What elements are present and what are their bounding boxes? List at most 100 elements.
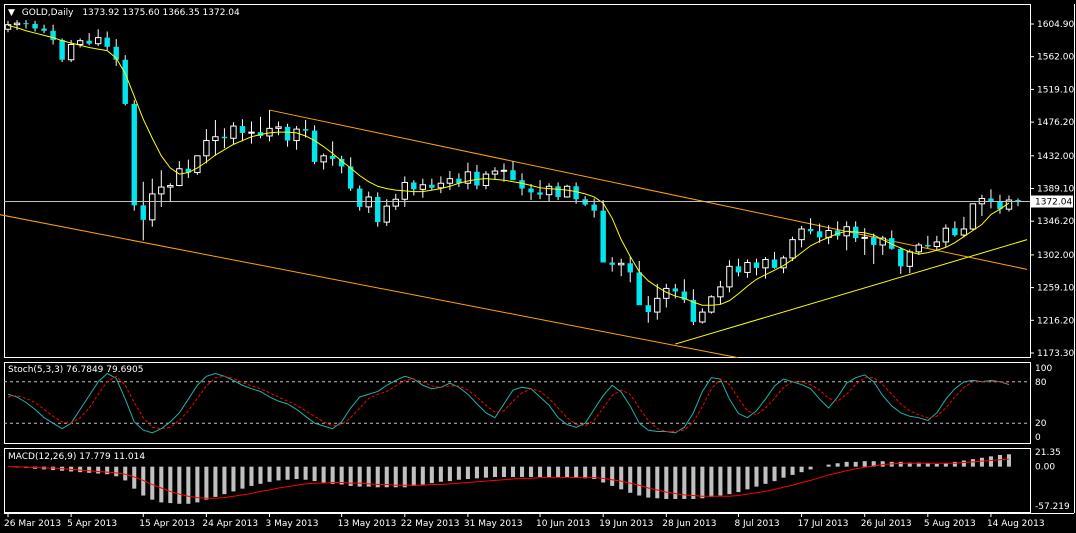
price-tick-label: 1432.00	[1037, 152, 1074, 162]
candle-down	[23, 23, 29, 25]
time-tick-label: 3 May 2013	[266, 519, 319, 529]
candle-up	[158, 186, 165, 195]
price-tick-label: 1216.20	[1037, 316, 1074, 326]
candle-up	[933, 241, 941, 248]
candle-up	[491, 170, 499, 175]
price-tick-label: 1604.90	[1037, 20, 1074, 30]
price-tick-label: 1562.00	[1037, 53, 1074, 63]
symbol-label: GOLD,Daily	[22, 8, 74, 18]
price-tick-label: 1346.20	[1037, 217, 1074, 227]
candle-up	[248, 131, 255, 134]
candle-down	[753, 262, 760, 268]
stoch-main-line	[7, 372, 1010, 434]
current-price-label: 1372.04	[1035, 198, 1072, 208]
candle-up	[798, 228, 805, 241]
candle-down	[113, 46, 119, 60]
macd-title: MACD(12,26,9) 17.779 11.014	[8, 452, 145, 462]
time-tick-label: 22 May 2013	[401, 519, 460, 529]
candle-up	[780, 257, 787, 269]
candle-down	[104, 37, 110, 47]
candle-down	[952, 228, 958, 236]
candle-down	[329, 155, 336, 159]
candle-down	[221, 136, 228, 139]
candle-down	[645, 305, 651, 313]
stoch-tick-label: 0	[1035, 433, 1041, 443]
candle-up	[230, 125, 237, 139]
candle-down	[32, 23, 38, 29]
time-tick-label: 10 Jun 2013	[536, 519, 590, 529]
candle-down	[573, 186, 579, 200]
candle-up	[419, 184, 427, 190]
candle-up	[203, 140, 210, 157]
candle-down	[997, 201, 1003, 210]
candle-down	[59, 39, 65, 60]
trendline-support	[675, 239, 1028, 345]
candle-down	[600, 210, 606, 263]
candle-up	[320, 155, 327, 163]
moving-average-line	[7, 24, 1010, 306]
candle-down	[140, 205, 146, 220]
chart-header: ▼ GOLD,Daily 1373.92 1375.60 1366.35 137…	[8, 8, 240, 18]
trendline-upper	[269, 109, 1028, 270]
time-tick-label: 28 Jun 2013	[662, 519, 716, 529]
pane-frame	[4, 362, 1031, 444]
candle-down	[519, 180, 525, 189]
candle-down	[591, 204, 597, 211]
candle-down	[185, 168, 192, 173]
stoch-tick-label: 80	[1035, 378, 1047, 388]
current-price-marker: 1372.04	[4, 195, 1073, 208]
candle-up	[212, 136, 219, 142]
candle-up	[708, 296, 715, 313]
candle-up	[969, 203, 977, 230]
candle-down	[429, 184, 435, 188]
candle-down	[510, 170, 516, 181]
candle-down	[302, 129, 309, 131]
candle-up	[618, 262, 625, 266]
candle-down	[988, 198, 994, 202]
candle-up	[13, 22, 21, 26]
macd-axis: 21.35 0.00 -57.219	[1035, 448, 1070, 512]
price-tick-label: 1389.10	[1037, 185, 1074, 195]
candle-down	[50, 30, 56, 40]
candle-down	[375, 196, 381, 223]
candle-down	[347, 166, 354, 189]
trendline-lower	[0, 214, 739, 359]
candle-down	[816, 231, 823, 238]
current-price-box	[1031, 195, 1073, 208]
candle-up	[176, 168, 183, 187]
price-tick-label: 1173.30	[1037, 349, 1074, 359]
candle-up	[446, 178, 454, 184]
price-axis: 1604.90 1562.00 1519.10 1476.20 1432.00 1389.…	[1030, 20, 1074, 359]
candle-up	[437, 182, 445, 189]
time-tick-label: 24 Apr 2013	[202, 519, 258, 529]
candle-down	[239, 126, 246, 133]
candle-up	[762, 258, 769, 269]
candle-down	[807, 228, 814, 232]
candle-down	[311, 130, 318, 162]
candle-up	[699, 311, 706, 323]
candle-up	[942, 227, 950, 243]
candle-up	[266, 127, 273, 137]
trendlines	[0, 109, 1028, 359]
time-tick-label: 31 May 2013	[464, 519, 523, 529]
candle-up	[293, 128, 300, 142]
candle-down	[681, 291, 688, 300]
candle-up	[906, 251, 913, 267]
macd-tick-label: 0.00	[1035, 463, 1055, 473]
macd-signal-line	[8, 458, 1010, 499]
time-tick-label: 19 Jun 2013	[599, 519, 653, 529]
candle-down	[528, 188, 534, 193]
time-tick-label: 14 Aug 2013	[987, 519, 1045, 529]
candle-up	[726, 265, 733, 288]
price-tick-label: 1519.10	[1037, 85, 1074, 95]
candle-up	[500, 169, 508, 172]
candle-up	[392, 198, 399, 207]
candle-up	[563, 185, 571, 198]
candle-down	[356, 188, 363, 207]
time-tick-label: 8 Jul 2013	[734, 519, 779, 529]
stoch-title: Stoch(5,3,3) 76.7849 79.6905	[8, 365, 143, 375]
stoch-tick-label: 20	[1035, 419, 1047, 429]
pane-frame	[4, 448, 1031, 513]
candle-up	[383, 205, 390, 223]
candle-down	[636, 272, 642, 306]
